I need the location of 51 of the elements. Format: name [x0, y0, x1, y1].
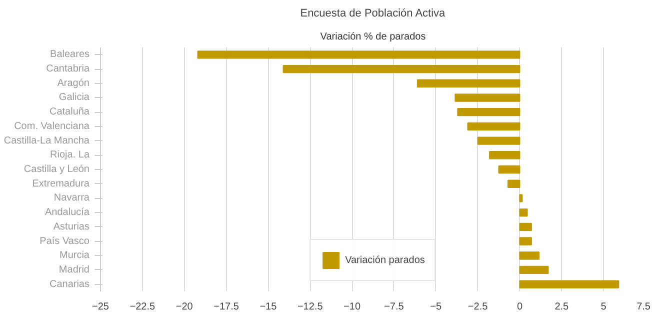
y-tick-label: Cataluña	[49, 106, 90, 118]
x-tick-label: 0	[516, 302, 523, 312]
chart-subtitle: Variación % de parados	[320, 32, 426, 42]
bar	[197, 50, 520, 59]
bar	[519, 194, 523, 202]
y-tick-label: Rioja. La	[50, 150, 90, 161]
y-tick-label: Castilla-La Mancha	[4, 135, 90, 146]
x-tick-label: 7.5	[636, 302, 651, 312]
y-tick-label: Castilla y León	[24, 164, 90, 175]
bar	[477, 136, 520, 145]
x-tick-label: −25	[92, 302, 110, 312]
y-tick-label: Murcia	[59, 250, 90, 262]
bar	[416, 79, 520, 88]
bar	[519, 237, 532, 246]
bar	[519, 280, 620, 288]
bar	[489, 151, 520, 160]
bar	[457, 108, 520, 116]
y-tick-label: Andalucía	[45, 207, 90, 218]
chart-title: Encuesta de Población Activa	[300, 8, 446, 20]
bar	[519, 266, 549, 274]
x-tick-label: −15	[260, 302, 278, 312]
bar	[454, 94, 520, 102]
y-tick-label: Com. Valenciana	[14, 120, 90, 132]
y-tick-label: Navarra	[54, 192, 90, 204]
y-tick-label: Madrid	[58, 264, 90, 276]
x-tick-label: −17.5	[214, 302, 240, 312]
bar	[519, 222, 532, 231]
x-tick-label: −12.5	[297, 302, 324, 312]
bar	[467, 122, 520, 131]
y-tick-label: Aragón	[57, 78, 90, 89]
y-tick-label: Galicia	[58, 92, 90, 104]
y-tick-label: Extremadura	[32, 178, 90, 190]
legend-label: Variación parados	[345, 254, 425, 266]
y-tick-label: Canarias	[49, 278, 90, 290]
y-tick-label: Cantabria	[46, 64, 90, 75]
bar	[519, 208, 528, 217]
x-tick-label: −5	[430, 302, 442, 312]
x-tick-label: −10	[344, 302, 361, 312]
x-tick-label: −2.5	[468, 302, 488, 312]
x-tick-label: −20	[176, 302, 194, 312]
bar	[507, 180, 520, 188]
bar	[498, 165, 520, 174]
bar	[519, 252, 540, 260]
y-tick-label: Asturias	[53, 221, 90, 232]
y-tick-label: Baleares	[50, 49, 90, 60]
x-tick-label: 2.5	[554, 302, 570, 312]
x-tick-label: −7.5	[384, 302, 404, 312]
x-tick-label: −22.5	[130, 302, 156, 312]
bar	[282, 64, 520, 74]
y-tick-label: País Vasco	[40, 236, 90, 247]
x-tick-label: 5	[600, 302, 607, 312]
